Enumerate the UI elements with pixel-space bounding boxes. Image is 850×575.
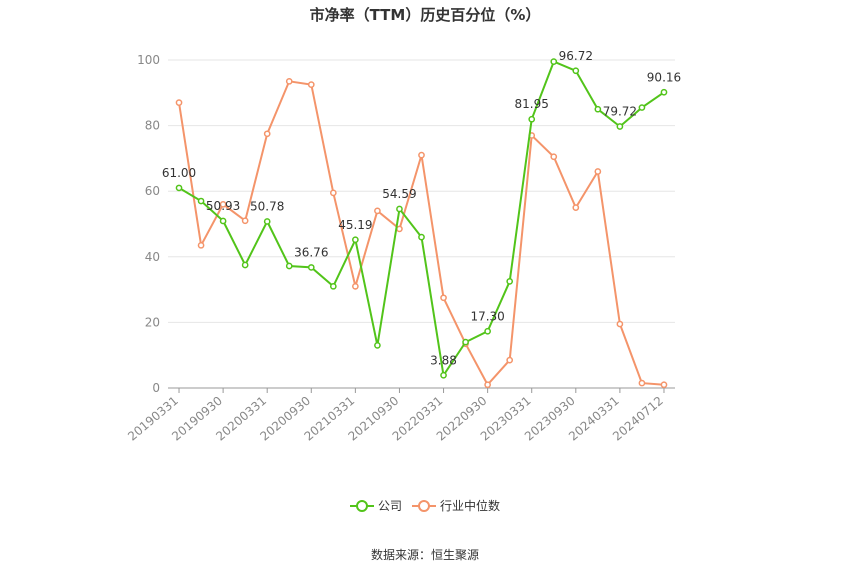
data-point (572, 67, 580, 75)
data-point (638, 104, 646, 111)
data-point (219, 200, 227, 208)
x-axis: 2019033120190930202003312020093020210331… (125, 387, 675, 444)
legend-item[interactable]: 公司 (350, 499, 402, 513)
data-point (307, 264, 315, 271)
data-point (329, 189, 337, 197)
data-point (616, 320, 624, 328)
y-tick-label: 40 (145, 250, 160, 264)
data-point (594, 105, 602, 113)
data-point (175, 184, 183, 192)
data-label: 90.16 (647, 70, 681, 84)
y-tick-label: 100 (137, 53, 160, 67)
data-point (528, 115, 536, 123)
legend-swatch-marker (418, 500, 430, 512)
data-point (241, 261, 249, 269)
data-point (660, 381, 668, 389)
data-point (418, 233, 425, 241)
data-label: 3.88 (430, 353, 457, 367)
data-label: 79.72 (603, 105, 637, 119)
series-line (178, 60, 665, 378)
data-point (396, 205, 403, 213)
data-point (440, 371, 447, 379)
data-point (352, 282, 359, 290)
data-label: 81.95 (515, 97, 549, 111)
data-point (660, 88, 668, 96)
data-label: 36.76 (294, 245, 328, 259)
data-point (462, 338, 469, 346)
series-line (178, 80, 665, 387)
data-point (197, 197, 205, 205)
legend-swatch-marker (356, 500, 368, 512)
data-point (572, 204, 580, 211)
y-tick-label: 20 (145, 315, 160, 329)
legend-item[interactable]: 行业中位数 (412, 498, 500, 513)
data-point (506, 278, 514, 285)
data-point (352, 236, 359, 244)
data-point (440, 294, 447, 302)
data-point (550, 58, 558, 65)
data-point (285, 262, 293, 270)
legend-label: 公司 (378, 499, 402, 513)
data-label: 50.78 (250, 199, 284, 213)
series-layer (175, 58, 668, 389)
data-point (329, 282, 337, 290)
data-label: 50.93 (206, 199, 240, 213)
data-point (616, 123, 624, 130)
data-label: 45.19 (338, 218, 372, 232)
source-note: 数据来源：恒生聚源 (371, 547, 479, 562)
data-point (396, 225, 403, 233)
data-point (506, 356, 514, 364)
y-axis: 0 20 40 60 80 100 (137, 53, 160, 395)
data-point (241, 217, 249, 225)
grid (168, 59, 675, 323)
data-point (638, 379, 646, 387)
y-tick-label: 0 (152, 381, 160, 395)
legend-label: 行业中位数 (440, 498, 500, 513)
data-label: 17.30 (470, 309, 504, 323)
data-point (418, 151, 425, 159)
legend[interactable]: 公司 行业中位数 (350, 498, 500, 513)
y-tick-label: 80 (145, 119, 160, 133)
data-point (550, 153, 558, 161)
data-label: 61.00 (162, 166, 196, 180)
data-point (484, 381, 491, 389)
data-point (307, 81, 315, 88)
data-point (175, 99, 183, 106)
data-point (374, 342, 381, 349)
data-point (197, 241, 205, 249)
data-point (484, 327, 491, 335)
data-point (594, 168, 602, 175)
data-point (263, 130, 271, 138)
data-point (219, 217, 227, 225)
chart-title: 市净率（TTM）历史百分位（%） (310, 6, 541, 24)
y-tick-label: 60 (145, 184, 160, 198)
data-point (285, 77, 293, 85)
data-label: 54.59 (382, 187, 416, 201)
data-label: 96.72 (559, 49, 593, 63)
data-point (374, 207, 381, 215)
data-labels: 61.00 50.93 50.78 36.76 45.19 54.59 3.88 17.30 8… (162, 49, 681, 368)
data-point (263, 218, 271, 225)
